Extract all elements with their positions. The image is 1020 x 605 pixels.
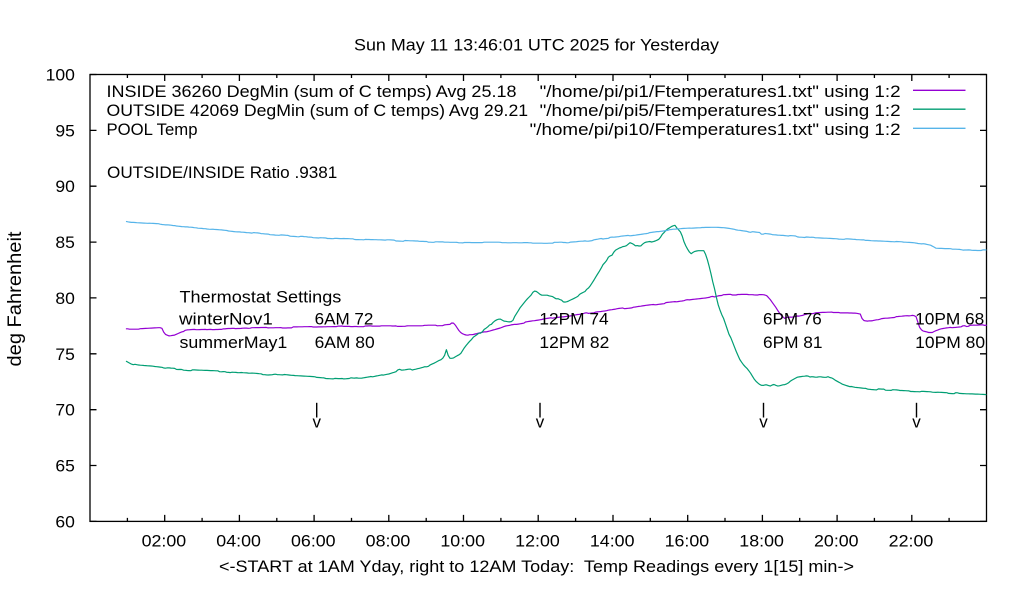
svg-text:18:00: 18:00 xyxy=(739,531,784,550)
svg-text:6AM 72: 6AM 72 xyxy=(315,310,374,329)
svg-text:summerMay1: summerMay1 xyxy=(180,333,288,352)
svg-text:06:00: 06:00 xyxy=(291,531,336,550)
svg-text:deg Fahrenheit: deg Fahrenheit xyxy=(5,231,26,367)
svg-text:OUTSIDE 42069 DegMin (sum of C: OUTSIDE 42069 DegMin (sum of C temps) Av… xyxy=(107,101,529,120)
svg-text:02:00: 02:00 xyxy=(142,531,187,550)
svg-text:"/home/pi/pi5/Ftemperatures1.t: "/home/pi/pi5/Ftemperatures1.txt" using … xyxy=(540,101,901,120)
svg-text:v: v xyxy=(312,413,321,432)
svg-text:"/home/pi/pi1/Ftemperatures1.t: "/home/pi/pi1/Ftemperatures1.txt" using … xyxy=(540,82,901,101)
svg-text:12PM 74: 12PM 74 xyxy=(539,310,608,329)
svg-text:POOL Temp: POOL Temp xyxy=(107,120,198,139)
svg-text:OUTSIDE/INSIDE Ratio .9381: OUTSIDE/INSIDE Ratio .9381 xyxy=(107,163,337,182)
svg-text:v: v xyxy=(912,413,921,432)
svg-text:Sun May 11 13:46:01 UTC 2025 f: Sun May 11 13:46:01 UTC 2025 for Yesterd… xyxy=(354,36,720,55)
svg-text:16:00: 16:00 xyxy=(665,531,710,550)
svg-text:65: 65 xyxy=(55,457,75,476)
svg-text:85: 85 xyxy=(55,233,75,252)
svg-text:12PM 82: 12PM 82 xyxy=(539,333,609,352)
svg-text:20:00: 20:00 xyxy=(814,531,859,550)
svg-text:04:00: 04:00 xyxy=(216,531,261,550)
svg-text:Thermostat Settings: Thermostat Settings xyxy=(180,288,342,307)
svg-text:6PM 81: 6PM 81 xyxy=(763,333,823,352)
svg-text:10PM 68: 10PM 68 xyxy=(915,310,984,329)
svg-text:14:00: 14:00 xyxy=(590,531,635,550)
svg-text:10PM 80: 10PM 80 xyxy=(915,333,985,352)
svg-text:v: v xyxy=(536,413,545,432)
svg-text:08:00: 08:00 xyxy=(366,531,411,550)
svg-text:INSIDE 36260 DegMin (sum of C: INSIDE 36260 DegMin (sum of C temps) Avg… xyxy=(107,82,517,101)
svg-text:90: 90 xyxy=(55,177,75,196)
svg-text:12:00: 12:00 xyxy=(515,531,560,550)
svg-text:10:00: 10:00 xyxy=(440,531,485,550)
svg-text:winterNov1: winterNov1 xyxy=(178,310,273,329)
svg-text:60: 60 xyxy=(55,512,75,531)
svg-text:80: 80 xyxy=(55,289,75,308)
svg-text:95: 95 xyxy=(55,121,75,140)
svg-text:<-START at 1AM Yday, right to: <-START at 1AM Yday, right to 12AM Today… xyxy=(219,557,854,576)
svg-text:70: 70 xyxy=(55,401,75,420)
svg-text:6PM 76: 6PM 76 xyxy=(763,310,822,329)
svg-text:100: 100 xyxy=(46,66,75,85)
svg-text:22:00: 22:00 xyxy=(889,531,934,550)
svg-text:75: 75 xyxy=(55,345,75,364)
svg-text:6AM 80: 6AM 80 xyxy=(315,333,375,352)
svg-text:v: v xyxy=(759,413,768,432)
svg-text:"/home/pi/pi10/Ftemperatures1.: "/home/pi/pi10/Ftemperatures1.txt" using… xyxy=(530,120,901,139)
